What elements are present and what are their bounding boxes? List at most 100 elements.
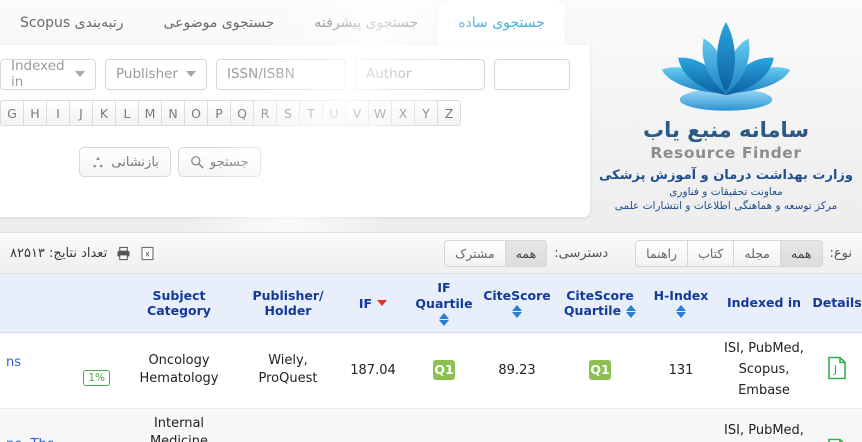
- brand-name-fa: سامانه منبع یاب: [642, 118, 810, 142]
- alphabet-button-q[interactable]: Q: [230, 100, 254, 126]
- search-fields-row: Publisher Indexed in: [0, 58, 570, 90]
- cell-journal-name: ns 1%: [0, 332, 120, 409]
- cell-citescore: 12.82: [480, 408, 554, 442]
- form-actions: جستجو بازنشانی: [0, 145, 360, 179]
- col-details[interactable]: Details: [812, 274, 862, 334]
- col-if-quartile-label: IF Quartile: [415, 280, 473, 311]
- quartile-badge: Q1: [589, 360, 611, 381]
- alphabet-button-n[interactable]: N: [161, 100, 185, 126]
- reset-button[interactable]: بازنشانی: [79, 147, 171, 177]
- table-row[interactable]: ne, The1%Internal MedicineGeneral Medici…: [0, 408, 862, 442]
- header-panel: جستجوی ساده جستجوی پیشرفته جستجوی موضوعی…: [0, 0, 862, 232]
- issn-isbn-input[interactable]: [216, 58, 346, 90]
- col-publisher-label-1: Publisher/: [252, 287, 324, 303]
- col-journal-name[interactable]: [0, 274, 120, 334]
- excel-export-icon[interactable]: x: [140, 246, 155, 261]
- tab-advanced-search[interactable]: جستجوی پیشرفته: [294, 0, 438, 45]
- col-citescore-quartile[interactable]: CiteScore Quartile: [554, 274, 646, 334]
- cell-h-index: 131: [646, 332, 716, 409]
- col-h-index-label: H-Index: [653, 287, 709, 303]
- alphabet-button-v[interactable]: V: [345, 100, 369, 126]
- type-filter-option-2[interactable]: کتاب: [687, 239, 735, 267]
- col-subject-category[interactable]: Subject Category: [120, 274, 238, 334]
- alphabet-button-s[interactable]: S: [276, 100, 300, 126]
- journal-name-link[interactable]: ns: [6, 354, 22, 370]
- alphabet-button-p[interactable]: P: [207, 100, 231, 126]
- alphabet-button-x[interactable]: X: [391, 100, 415, 126]
- cell-subject-category: Oncology Hematology: [120, 332, 238, 409]
- col-citescore[interactable]: CiteScore: [480, 274, 554, 334]
- indexed-link-1[interactable]: ISI, PubMed,: [724, 423, 804, 439]
- cell-citescore-quartile: Q1: [554, 332, 646, 409]
- indexed-in-select-value: Indexed in: [11, 58, 65, 90]
- access-filter-label: دسترسی:: [554, 245, 609, 261]
- cell-h-index: 862: [646, 408, 716, 442]
- alphabet-button-k[interactable]: K: [92, 100, 116, 126]
- publisher-link-1[interactable]: Wiely,: [268, 352, 308, 368]
- results-summary: تعداد نتایج: ۸۲۵۱۳ x: [10, 246, 155, 261]
- alphabet-button-z[interactable]: Z: [437, 100, 461, 126]
- cell-publisher-holder: Wiely, ProQuest: [238, 332, 338, 409]
- col-h-index[interactable]: H-Index: [646, 274, 716, 334]
- indexed-link-1[interactable]: ISI, PubMed,: [724, 341, 804, 357]
- journal-document-icon[interactable]: J: [827, 357, 847, 384]
- table-row[interactable]: ns 1% Oncology Hematology Wiely, ProQuest 187.…: [0, 332, 862, 409]
- col-indexed-in-label: Indexed in: [727, 295, 801, 311]
- sort-updown-icon: [626, 305, 637, 319]
- keyword-input[interactable]: [494, 58, 570, 90]
- access-filter-option-1[interactable]: مشترک: [444, 239, 506, 267]
- access-filter-buttons: همه مشترک: [444, 239, 548, 267]
- type-filter-option-3[interactable]: راهنما: [635, 239, 689, 267]
- alphabet-button-g[interactable]: G: [0, 100, 24, 126]
- publisher-link-2[interactable]: ProQuest: [258, 371, 318, 387]
- alphabet-button-r[interactable]: R: [253, 100, 277, 126]
- table-header-row: Subject Category Publisher/ Holder IF: [0, 274, 862, 334]
- quartile-badge: Q1: [433, 360, 455, 381]
- tab-simple-search[interactable]: جستجوی ساده: [438, 0, 565, 45]
- svg-text:J: J: [833, 363, 837, 376]
- cell-if-quartile: Q1: [408, 332, 480, 409]
- alphabet-button-y[interactable]: Y: [414, 100, 438, 126]
- cell-indexed-in: ISI, PubMed,Scopus, Embase: [716, 408, 812, 442]
- search-button-label: جستجو: [209, 154, 249, 170]
- tab-subject-search-label: جستجوی موضوعی: [163, 14, 275, 31]
- ministry-line-1: وزارت بهداشت درمان و آموزش پزشکی: [599, 168, 853, 183]
- tab-subject-search[interactable]: جستجوی موضوعی: [143, 0, 294, 45]
- results-table-wrapper: Subject Category Publisher/ Holder IF: [0, 274, 862, 442]
- cell-if: 187.04: [338, 332, 408, 409]
- cell-details: J: [812, 408, 862, 442]
- publisher-select[interactable]: Publisher: [105, 58, 207, 90]
- author-input[interactable]: [355, 58, 485, 90]
- cell-journal-name: ne, The1%: [0, 408, 120, 442]
- type-filter-option-0[interactable]: همه: [779, 239, 823, 267]
- alphabet-button-t[interactable]: T: [299, 100, 323, 126]
- access-filter-option-0[interactable]: همه: [504, 239, 548, 267]
- alphabet-button-l[interactable]: L: [115, 100, 139, 126]
- print-icon[interactable]: [116, 246, 131, 261]
- col-indexed-in[interactable]: Indexed in: [716, 274, 812, 334]
- type-filter-group: نوع: همه مجله کتاب راهنما: [635, 239, 852, 267]
- tab-scopus-ranking[interactable]: رتبه‌بندی Scopus: [0, 0, 143, 45]
- tab-simple-search-label: جستجوی ساده: [458, 14, 545, 31]
- alphabet-button-m[interactable]: M: [138, 100, 162, 126]
- alphabet-button-j[interactable]: J: [69, 100, 93, 126]
- alphabet-button-h[interactable]: H: [23, 100, 47, 126]
- alphabet-button-i[interactable]: I: [46, 100, 70, 126]
- search-button[interactable]: جستجو: [177, 147, 261, 177]
- col-if[interactable]: IF: [338, 274, 408, 334]
- cell-subject-category: Internal MedicineGeneral Medicine: [120, 408, 238, 442]
- col-publisher-holder[interactable]: Publisher/ Holder: [238, 274, 338, 334]
- alphabet-button-o[interactable]: O: [184, 100, 208, 126]
- chevron-down-icon: [186, 71, 196, 77]
- chevron-down-icon: [75, 71, 86, 77]
- type-filter-option-1[interactable]: مجله: [733, 239, 781, 267]
- indexed-link-2[interactable]: Scopus, Embase: [738, 362, 790, 398]
- col-if-quartile[interactable]: IF Quartile: [408, 274, 480, 334]
- search-icon: [190, 155, 204, 169]
- alphabet-button-u[interactable]: U: [322, 100, 346, 126]
- journal-name-link[interactable]: ne, The: [4, 437, 116, 442]
- alphabet-button-w[interactable]: W: [368, 100, 392, 126]
- indexed-in-select[interactable]: Indexed in: [0, 58, 97, 90]
